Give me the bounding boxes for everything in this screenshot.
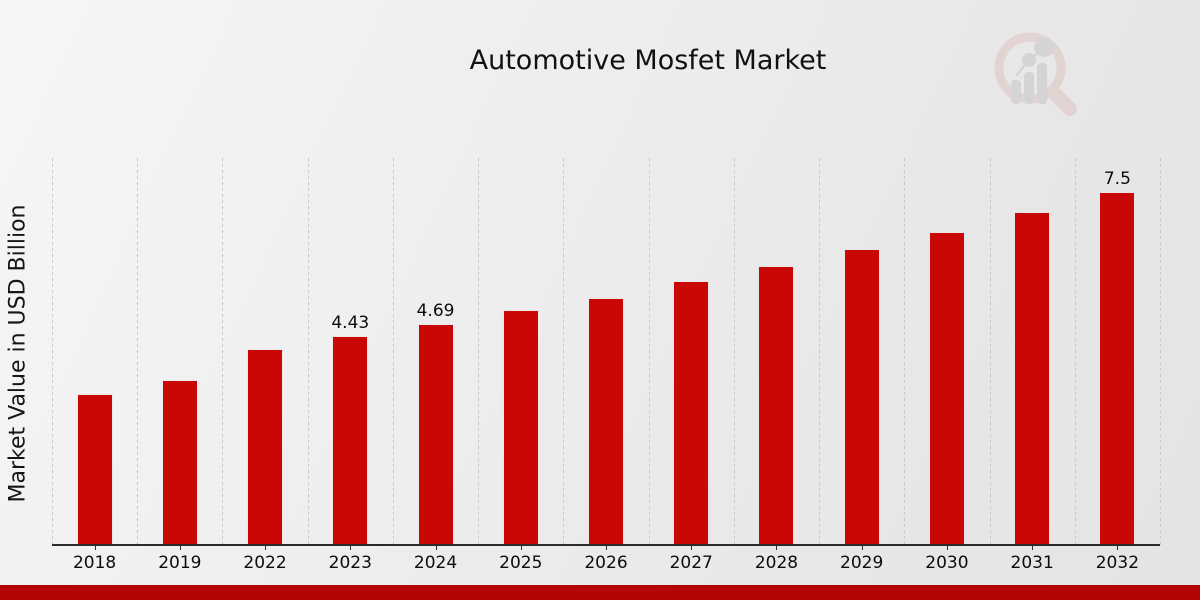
x-axis-tick <box>94 545 96 550</box>
bar-2024 <box>418 325 453 545</box>
bar-2023 <box>333 337 368 545</box>
y-axis-label: Market Value in USD Billion <box>5 204 31 503</box>
gridline <box>52 158 53 545</box>
x-axis-tick <box>435 545 437 550</box>
x-axis-tick <box>691 545 693 550</box>
x-tick-label-2030: 2030 <box>925 553 969 573</box>
bar-2022 <box>248 350 283 545</box>
plot-area: 4.43 4.69 7.5 2018 2019 2022 2023 2024 2025 2026… <box>52 158 1161 573</box>
gridline <box>904 158 906 545</box>
bar-2019 <box>162 380 197 545</box>
x-tick-label-2025: 2025 <box>499 553 543 573</box>
gridline <box>648 158 650 545</box>
x-tick-label-2027: 2027 <box>669 553 713 573</box>
bar-2028 <box>759 267 794 545</box>
x-axis-tick <box>861 545 863 550</box>
x-axis-tick <box>776 545 778 550</box>
x-axis-tick <box>1117 545 1119 550</box>
bar-2030 <box>929 232 964 545</box>
gridline <box>222 158 224 545</box>
x-axis-tick <box>606 545 607 550</box>
x-axis-tick <box>946 545 948 550</box>
x-tick-label-2022: 2022 <box>243 553 287 573</box>
x-axis-tick <box>350 545 352 550</box>
gridline <box>989 158 991 545</box>
bar-value-label: 4.43 <box>331 313 370 334</box>
x-axis-tick <box>520 545 522 550</box>
x-axis-tick <box>1032 545 1034 550</box>
bar-2018 <box>77 394 112 545</box>
gridline <box>137 158 139 545</box>
x-tick-label-2026: 2026 <box>584 553 628 573</box>
x-axis-tick <box>265 545 267 550</box>
gridline <box>1074 158 1076 545</box>
gridline <box>392 158 394 545</box>
market-research-future-logo-icon <box>994 32 1077 116</box>
x-tick-label-2018: 2018 <box>72 553 117 573</box>
bar-value-label: 4.69 <box>416 301 455 321</box>
bar-value-label: 7.5 <box>1103 169 1131 190</box>
x-tick-label-2032: 2032 <box>1095 553 1140 573</box>
chart-title: Automotive Mosfet Market <box>469 45 827 76</box>
x-axis-tick <box>179 545 181 550</box>
x-tick-label-2023: 2023 <box>328 553 372 573</box>
bar-2026 <box>589 298 623 545</box>
x-tick-label-2028: 2028 <box>754 553 799 573</box>
x-tick-label-2031: 2031 <box>1010 553 1054 573</box>
gridline <box>307 158 309 545</box>
bar-2029 <box>844 250 879 545</box>
bar-2027 <box>674 282 709 545</box>
bar-2025 <box>503 311 538 545</box>
bar-2031 <box>1015 212 1050 545</box>
gridline <box>819 158 821 545</box>
x-tick-label-2024: 2024 <box>413 553 458 573</box>
bottom-accent-bar <box>0 585 1200 600</box>
bar-2032 <box>1100 193 1135 545</box>
gridline <box>733 158 735 545</box>
gridline <box>478 158 480 545</box>
gridline <box>563 158 565 545</box>
x-tick-label-2019: 2019 <box>158 553 202 573</box>
x-tick-label-2029: 2029 <box>840 553 884 573</box>
gridline <box>1160 158 1161 545</box>
